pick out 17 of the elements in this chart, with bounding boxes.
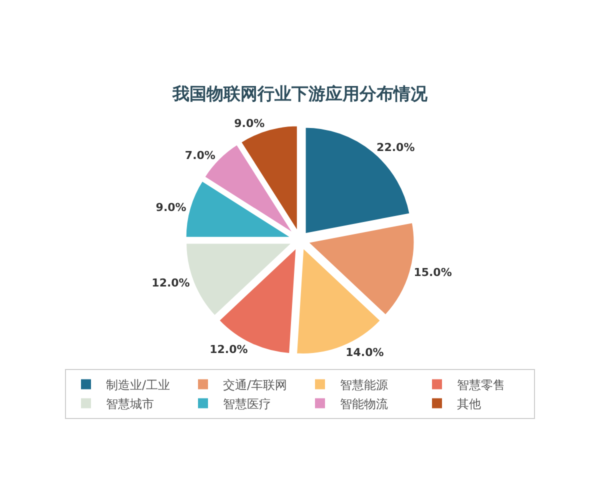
legend-label: 智慧零售 — [457, 378, 505, 392]
legend-label: 智慧能源 — [340, 378, 388, 392]
legend-label: 智慧城市 — [106, 396, 154, 411]
data-label: 15.0% — [414, 266, 452, 280]
legend-label: 其他 — [457, 396, 481, 411]
chart-title: 我国物联网行业下游应用分布情况 — [172, 84, 428, 105]
data-label: 12.0% — [152, 276, 190, 290]
data-label: 9.0% — [156, 200, 186, 214]
data-label: 12.0% — [210, 342, 248, 356]
legend-label: 智慧医疗 — [223, 396, 271, 411]
data-label: 14.0% — [346, 346, 384, 360]
legend-label: 智能物流 — [340, 396, 388, 411]
legend-label: 制造业/工业 — [106, 378, 170, 392]
data-label: 9.0% — [234, 117, 265, 130]
data-label: 7.0% — [184, 148, 216, 162]
legend-label: 交通/车联网 — [223, 378, 288, 392]
data-label: 22.0% — [376, 141, 415, 154]
